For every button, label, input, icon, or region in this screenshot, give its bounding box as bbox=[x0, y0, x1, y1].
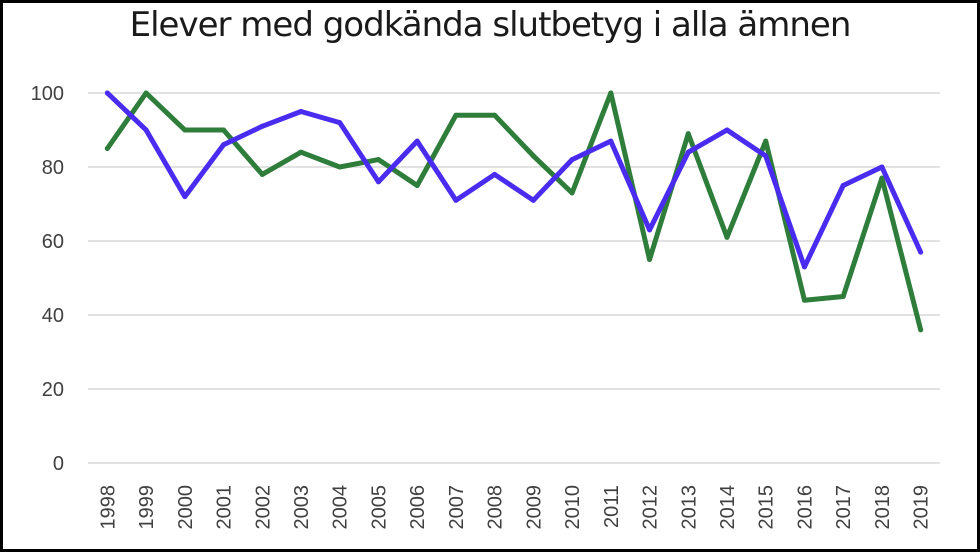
data-point bbox=[143, 90, 149, 96]
data-point bbox=[801, 264, 807, 270]
data-point bbox=[492, 112, 498, 118]
x-tick-label: 2013 bbox=[678, 485, 700, 530]
x-tick-label: 2017 bbox=[833, 485, 855, 530]
series-lines bbox=[104, 90, 924, 333]
data-point bbox=[763, 153, 769, 159]
x-tick-labels: 1998 1999 2000 2001 2002 2003 2004 2005 2006 2007… bbox=[97, 485, 932, 530]
data-point bbox=[685, 149, 691, 155]
y-tick-label: 60 bbox=[42, 231, 64, 253]
x-tick-label: 2010 bbox=[562, 485, 584, 530]
x-tick-label: 2014 bbox=[717, 485, 739, 530]
x-tick-label: 2018 bbox=[872, 485, 894, 530]
data-point bbox=[918, 249, 924, 255]
data-point bbox=[608, 138, 614, 144]
data-point bbox=[569, 190, 575, 196]
x-tick-label: 2004 bbox=[330, 485, 352, 530]
data-point bbox=[414, 183, 420, 188]
data-point bbox=[298, 109, 304, 114]
data-point bbox=[685, 131, 691, 137]
y-tick-label: 0 bbox=[53, 453, 64, 475]
series-line-2 bbox=[104, 90, 924, 270]
x-tick-label: 1999 bbox=[136, 485, 158, 530]
data-point bbox=[104, 90, 110, 96]
series-line-1 bbox=[104, 90, 924, 333]
data-point bbox=[724, 234, 730, 240]
y-tick-label: 40 bbox=[42, 305, 64, 327]
data-point bbox=[221, 127, 227, 133]
data-point bbox=[840, 294, 846, 299]
x-tick-label: 2006 bbox=[407, 485, 429, 530]
x-tick-label: 2005 bbox=[368, 485, 390, 530]
chart-title: Elever med godkända slutbetyg i alla ämn… bbox=[129, 5, 852, 45]
y-tick-label: 100 bbox=[31, 83, 64, 105]
y-tick-labels: 0 20 40 60 80 100 bbox=[31, 83, 64, 475]
data-point bbox=[143, 127, 149, 133]
x-tick-label: 2003 bbox=[291, 485, 313, 530]
x-tick-label: 2012 bbox=[640, 485, 662, 530]
x-tick-label: 2015 bbox=[756, 485, 778, 530]
data-point bbox=[530, 153, 536, 159]
x-tick-label: 2011 bbox=[601, 485, 623, 528]
data-point bbox=[453, 112, 459, 118]
data-point bbox=[569, 157, 575, 163]
x-tick-label: 2002 bbox=[252, 485, 274, 530]
data-point bbox=[840, 183, 846, 188]
x-tick-label: 2009 bbox=[523, 485, 545, 530]
data-point bbox=[647, 227, 653, 233]
x-tick-label: 2016 bbox=[794, 485, 816, 530]
data-point bbox=[879, 175, 885, 181]
data-point bbox=[221, 142, 227, 148]
data-point bbox=[104, 146, 110, 151]
data-point bbox=[182, 194, 188, 200]
x-tick-label: 2007 bbox=[446, 485, 468, 530]
data-point bbox=[375, 179, 381, 185]
data-point bbox=[763, 138, 769, 144]
data-point bbox=[337, 120, 343, 126]
data-point bbox=[879, 164, 885, 170]
y-tick-label: 20 bbox=[42, 379, 64, 401]
data-point bbox=[259, 171, 265, 177]
x-tick-label: 2001 bbox=[214, 485, 236, 530]
data-point bbox=[608, 90, 614, 96]
data-point bbox=[375, 157, 381, 163]
data-point bbox=[918, 327, 924, 333]
data-point bbox=[259, 123, 265, 129]
data-point bbox=[801, 297, 807, 303]
y-tick-label: 80 bbox=[42, 157, 64, 179]
data-point bbox=[492, 171, 498, 177]
data-point bbox=[530, 197, 536, 203]
x-tick-label: 2000 bbox=[175, 485, 197, 530]
x-tick-label: 2019 bbox=[911, 485, 933, 530]
gridlines bbox=[88, 92, 940, 464]
data-point bbox=[182, 127, 188, 133]
data-point bbox=[414, 138, 420, 144]
x-tick-label: 1998 bbox=[97, 485, 119, 530]
data-point bbox=[298, 149, 304, 155]
data-point bbox=[647, 257, 653, 262]
data-point bbox=[453, 197, 459, 203]
data-point bbox=[337, 164, 343, 170]
x-tick-label: 2008 bbox=[485, 485, 507, 530]
data-point bbox=[724, 127, 730, 133]
